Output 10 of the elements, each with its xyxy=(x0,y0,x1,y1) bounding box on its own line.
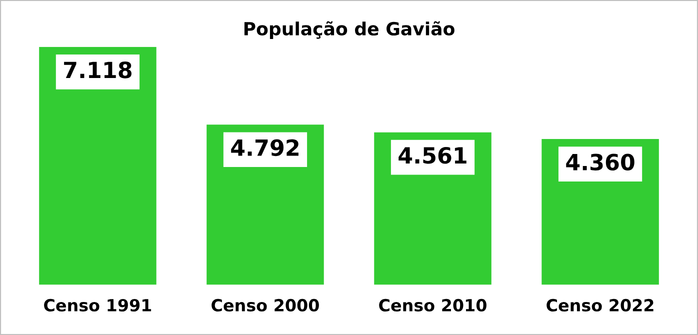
x-tick-label: Censo 1991 xyxy=(44,298,152,312)
x-tick-label: Censo 2000 xyxy=(212,298,319,312)
x-tick-label: Censo 2022 xyxy=(546,298,654,312)
x-tick-label: Censo 2010 xyxy=(379,298,486,312)
data-label: 4.792 xyxy=(231,139,298,156)
data-label: 7.118 xyxy=(64,62,132,78)
chart-title: População de Gavião xyxy=(244,21,454,40)
data-label: 4.561 xyxy=(398,147,466,164)
data-label: 4.360 xyxy=(566,154,634,171)
bar xyxy=(39,46,156,285)
